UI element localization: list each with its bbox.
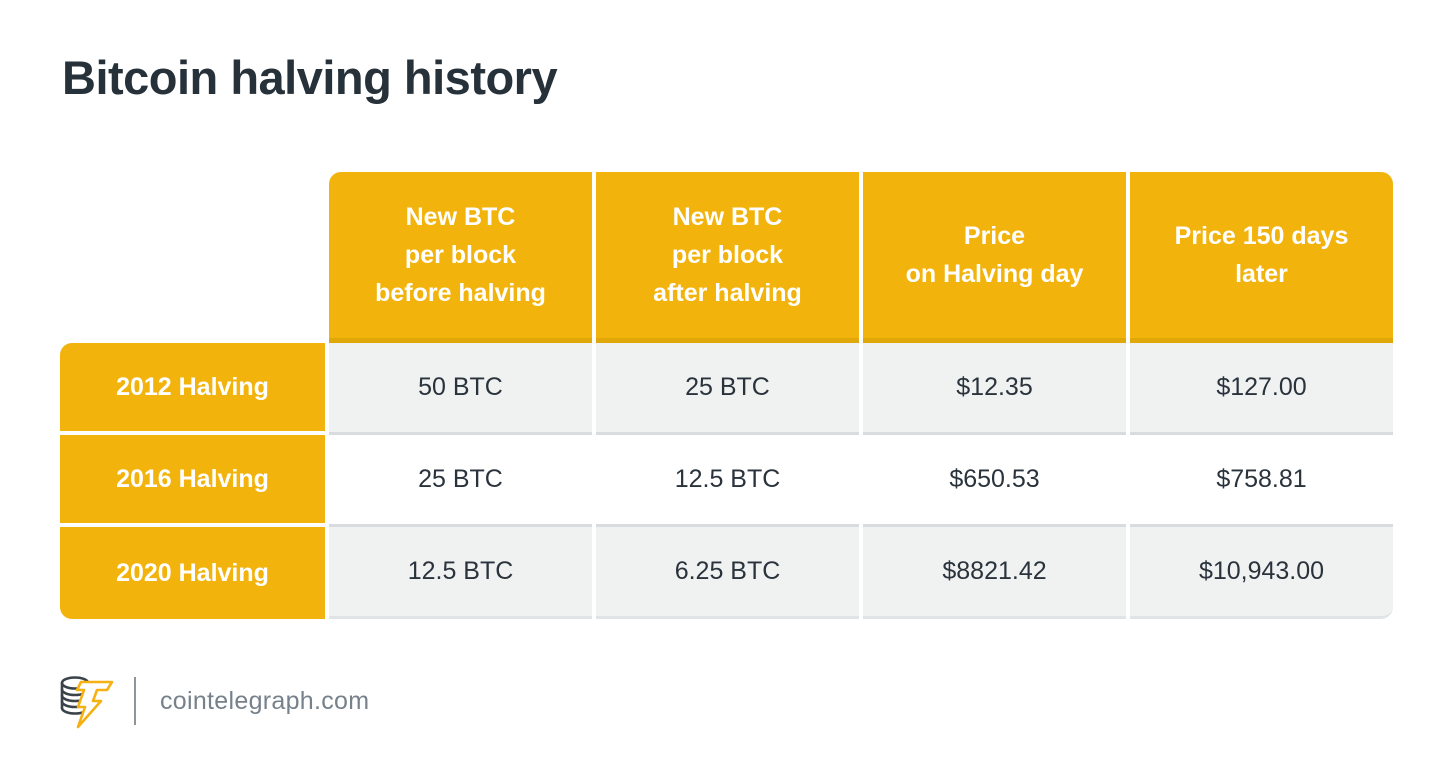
column-header-new-btc-after: New BTC per block after halving — [596, 172, 859, 343]
row-label-2016-halving: 2016 Halving — [60, 435, 325, 527]
column-header-price-150-days: Price 150 days later — [1130, 172, 1393, 343]
table-cell: $127.00 — [1130, 343, 1393, 435]
footer-site-text: cointelegraph.com — [160, 686, 370, 715]
table-cell: 25 BTC — [596, 343, 859, 435]
table-cell: $8821.42 — [863, 527, 1126, 619]
table-cell: $12.35 — [863, 343, 1126, 435]
halving-history-table: New BTC per block before halving New BTC… — [60, 172, 1393, 619]
table-cell: 50 BTC — [329, 343, 592, 435]
column-header-new-btc-before: New BTC per block before halving — [329, 172, 592, 343]
page-title: Bitcoin halving history — [62, 51, 558, 104]
table-corner-spacer — [60, 172, 325, 343]
table-cell: 6.25 BTC — [596, 527, 859, 619]
column-header-price-halving-day: Price on Halving day — [863, 172, 1126, 343]
table-cell: 25 BTC — [329, 435, 592, 527]
row-label-2020-halving: 2020 Halving — [60, 527, 325, 619]
row-label-2012-halving: 2012 Halving — [60, 343, 325, 435]
table-cell: $10,943.00 — [1130, 527, 1393, 619]
table-cell: $650.53 — [863, 435, 1126, 527]
table-cell: 12.5 BTC — [329, 527, 592, 619]
table-cell: $758.81 — [1130, 435, 1393, 527]
footer: cointelegraph.com — [56, 670, 369, 732]
footer-divider — [134, 677, 136, 725]
table-cell: 12.5 BTC — [596, 435, 859, 527]
cointelegraph-logo-icon — [60, 676, 114, 729]
